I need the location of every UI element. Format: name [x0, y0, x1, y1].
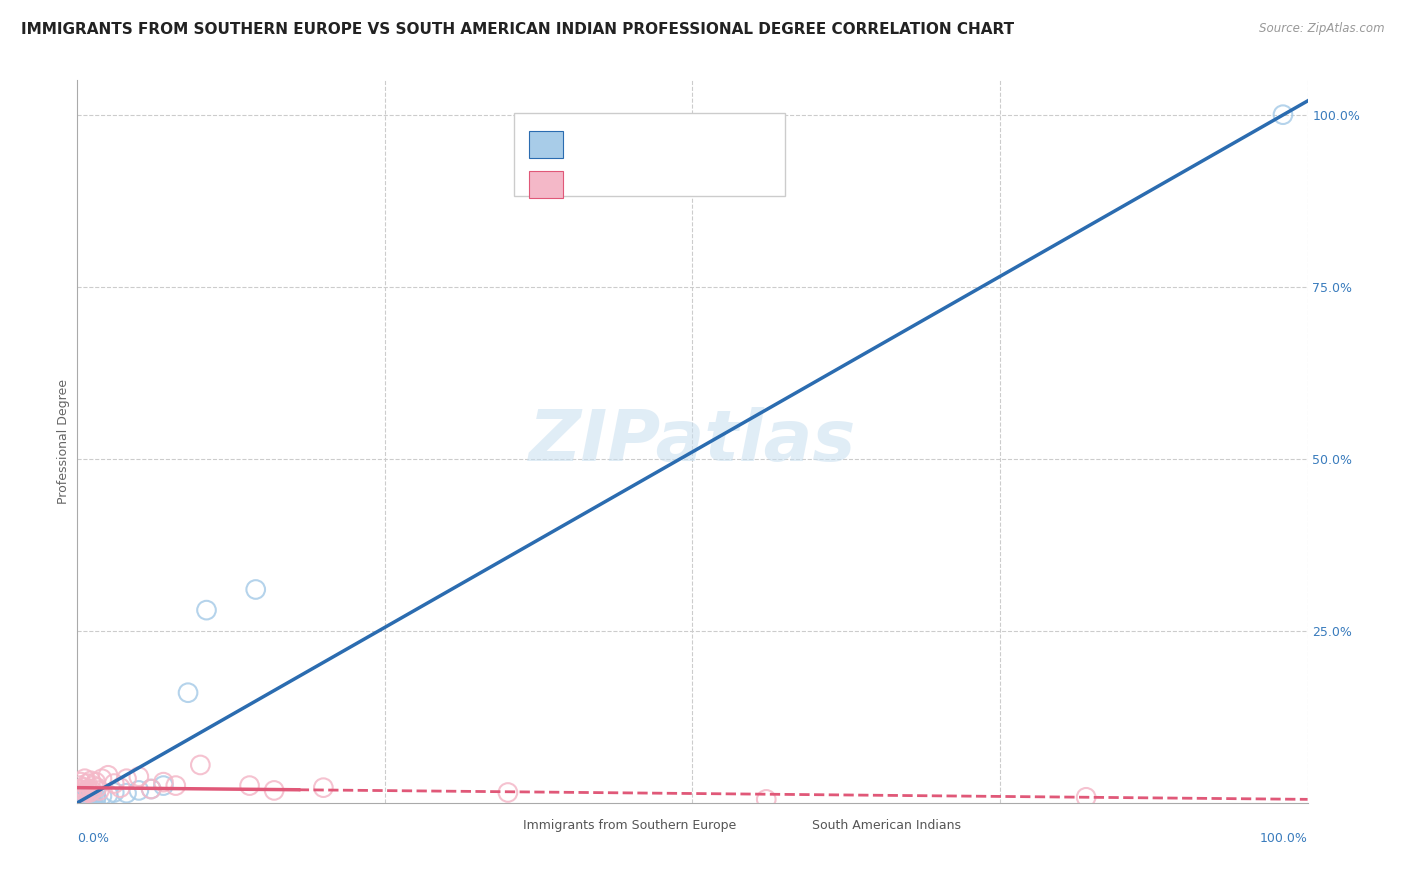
Point — [76, 794, 98, 808]
Point — [245, 582, 267, 597]
Point — [188, 758, 212, 772]
Point — [70, 789, 93, 803]
Point — [70, 794, 93, 808]
Point — [80, 773, 103, 788]
Point — [103, 785, 125, 799]
Point — [141, 782, 163, 797]
Point — [165, 779, 187, 793]
Point — [90, 789, 114, 803]
Point — [115, 772, 138, 786]
Point — [755, 792, 778, 806]
Point — [76, 776, 98, 790]
Point — [70, 790, 93, 805]
Text: R =  0.932   N = 33: R = 0.932 N = 33 — [578, 135, 720, 150]
Point — [97, 768, 120, 782]
Point — [72, 780, 94, 795]
Point — [195, 603, 218, 617]
Point — [70, 783, 93, 797]
Point — [72, 791, 94, 805]
Point — [110, 780, 132, 795]
Text: ZIPatlas: ZIPatlas — [529, 407, 856, 476]
Point — [70, 794, 93, 808]
Point — [73, 795, 96, 809]
Point — [84, 790, 107, 805]
Point — [73, 772, 96, 786]
Text: South American Indians: South American Indians — [811, 820, 960, 832]
Point — [496, 785, 519, 799]
Point — [75, 791, 97, 805]
FancyBboxPatch shape — [529, 170, 564, 198]
Point — [77, 794, 100, 808]
Point — [152, 775, 174, 789]
Point — [82, 794, 104, 808]
Point — [82, 792, 104, 806]
Point — [89, 783, 111, 797]
Point — [97, 788, 120, 802]
Point — [84, 775, 107, 789]
Point — [73, 793, 96, 807]
Point — [69, 792, 91, 806]
Point — [312, 780, 335, 795]
FancyBboxPatch shape — [529, 131, 564, 158]
Point — [72, 788, 94, 802]
Point — [79, 785, 101, 799]
Point — [69, 794, 91, 808]
Point — [115, 786, 138, 800]
Point — [239, 779, 262, 793]
Point — [84, 793, 107, 807]
Point — [72, 794, 94, 808]
Point — [1272, 108, 1295, 122]
Point — [76, 792, 98, 806]
Text: IMMIGRANTS FROM SOUTHERN EUROPE VS SOUTH AMERICAN INDIAN PROFESSIONAL DEGREE COR: IMMIGRANTS FROM SOUTHERN EUROPE VS SOUTH… — [21, 22, 1014, 37]
Point — [67, 794, 90, 808]
Point — [79, 794, 101, 808]
Point — [77, 782, 100, 797]
Point — [67, 782, 90, 797]
Point — [103, 776, 125, 790]
Point — [1076, 790, 1098, 805]
Text: Source: ZipAtlas.com: Source: ZipAtlas.com — [1260, 22, 1385, 36]
Text: 0.0%: 0.0% — [77, 831, 110, 845]
FancyBboxPatch shape — [772, 820, 803, 843]
Point — [75, 794, 97, 808]
Point — [82, 779, 104, 793]
Point — [70, 775, 93, 789]
Point — [69, 779, 91, 793]
FancyBboxPatch shape — [515, 112, 785, 196]
Text: 100.0%: 100.0% — [1260, 831, 1308, 845]
Point — [86, 780, 108, 795]
Point — [69, 785, 91, 799]
FancyBboxPatch shape — [484, 820, 515, 843]
Point — [128, 783, 150, 797]
Text: R = -0.138   N = 35: R = -0.138 N = 35 — [578, 174, 721, 189]
Point — [82, 783, 104, 797]
Text: Immigrants from Southern Europe: Immigrants from Southern Europe — [523, 820, 735, 832]
Point — [79, 791, 101, 805]
Point — [177, 686, 200, 700]
Point — [80, 793, 103, 807]
Point — [75, 785, 97, 799]
Point — [128, 770, 150, 784]
Point — [263, 783, 285, 797]
Point — [141, 782, 163, 797]
Y-axis label: Professional Degree: Professional Degree — [58, 379, 70, 504]
Point — [152, 779, 174, 793]
Point — [90, 772, 114, 786]
